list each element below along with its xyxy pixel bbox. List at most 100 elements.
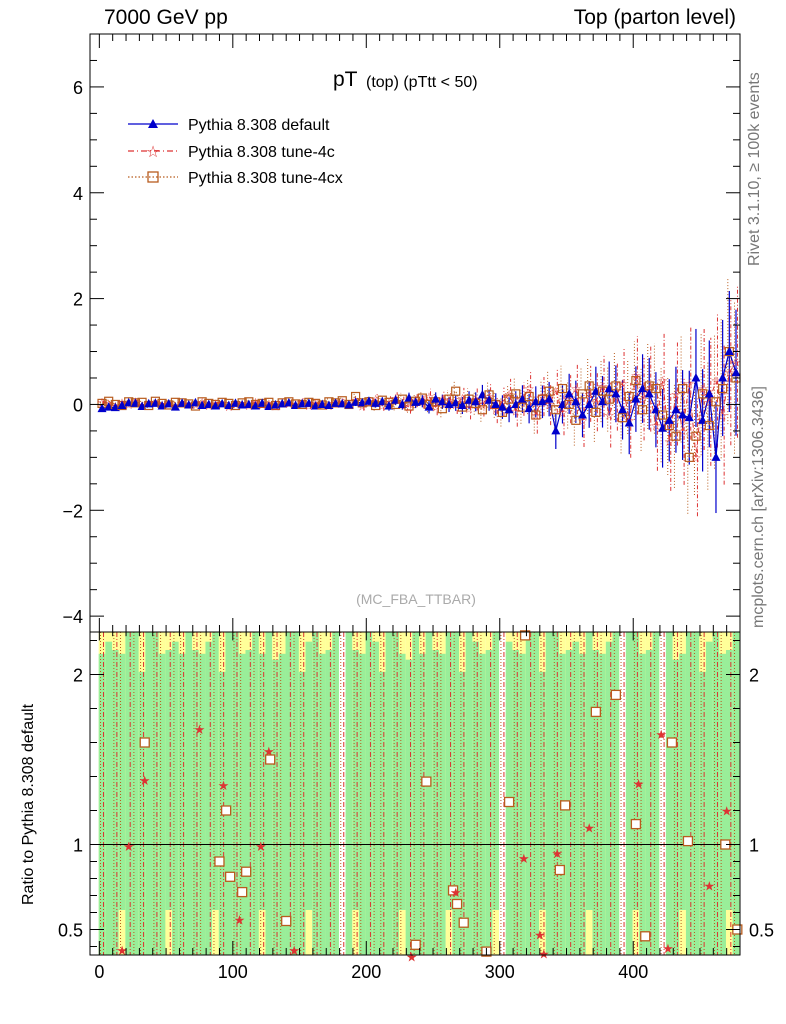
point-tune4c: ☆ [637, 393, 648, 407]
ratio-band-inner [605, 641, 613, 955]
point-tune4c: ☆ [530, 409, 541, 423]
point-default [684, 412, 694, 422]
ratio-point-tune4c: ★ [406, 950, 418, 965]
ratio-band-inner [685, 632, 693, 955]
ratio-band-inner [165, 650, 173, 910]
point-tune4c: ☆ [404, 401, 415, 415]
ratio-band-inner [278, 653, 286, 955]
ratio-band-inner [352, 650, 359, 910]
point-default [718, 372, 728, 382]
ratio-point-tune4cx [610, 689, 622, 701]
point-tune4cx [617, 413, 628, 423]
point-default [711, 452, 721, 461]
ratio-band-inner [252, 632, 259, 955]
point-tune4cx [524, 391, 534, 402]
ratio-point-tune4cx [237, 886, 248, 898]
point-tune4cx [637, 405, 648, 415]
ratio-band-inner [345, 632, 353, 955]
point-tune4c: ☆ [510, 404, 521, 418]
point-tune4c: ☆ [657, 374, 668, 388]
point-tune4cx [517, 402, 528, 412]
legend-marker-default [148, 119, 158, 128]
rivet-version-label: Rivet 3.1.10, ≥ 100k events [746, 72, 763, 266]
point-default [344, 399, 354, 409]
point-tune4c: ☆ [584, 387, 595, 401]
ratio-point-tune4c: ★ [139, 773, 151, 788]
point-tune4c: ☆ [544, 398, 555, 412]
ratio-band-inner [492, 632, 500, 910]
ratio-y-tick-label-left: 1 [73, 836, 83, 856]
point-tune4c: ☆ [457, 392, 468, 406]
ratio-band-inner [292, 632, 299, 955]
point-tune4c: ☆ [570, 382, 581, 396]
ratio-point-tune4c: ★ [194, 722, 206, 737]
ratio-band-inner [172, 641, 179, 955]
point-default [644, 388, 654, 398]
legend-label-tune4cx: Pythia 8.308 tune-4cx [188, 170, 343, 187]
ratio-point-tune4cx [410, 939, 421, 950]
point-default [671, 404, 681, 414]
point-default [664, 415, 674, 424]
ratio-band-inner [425, 632, 433, 955]
ratio-band-inner [732, 632, 740, 955]
point-tune4c: ☆ [724, 366, 735, 380]
point-tune4cx [531, 410, 541, 420]
ratio-point-tune4cx [265, 754, 276, 765]
point-tune4cx [571, 415, 581, 425]
plot-subtitle: (top) (pTtt < 50) [366, 74, 478, 91]
ratio-point-tune4cx [451, 898, 463, 910]
ratio-band-inner [372, 641, 379, 955]
point-tune4c: ☆ [504, 387, 515, 401]
plot-text: pT (top) (pTtt < 50) (MC_FBA_TTBAR) [333, 68, 478, 607]
ratio-band-inner [432, 650, 440, 955]
point-default [524, 403, 534, 413]
ratio-band-inner [459, 671, 466, 955]
x-tick-label: 300 [485, 962, 515, 982]
ratio-band-inner [238, 653, 246, 955]
point-tune4c: ☆ [477, 398, 488, 412]
point-tune4cx [691, 431, 701, 441]
point-tune4c: ☆ [651, 419, 662, 433]
ratio-band-inner [672, 659, 680, 955]
ratio-band-inner [398, 653, 406, 910]
ratio-band-inner [679, 653, 686, 910]
point-tune4c: ☆ [631, 369, 642, 383]
ratio-point-tune4cx [281, 915, 292, 927]
ratio-y-tick-label-right: 0.5 [749, 921, 774, 941]
ratio-point-tune4cx [220, 805, 232, 816]
point-tune4cx [698, 389, 708, 399]
point-default [691, 372, 701, 382]
point-tune4c: ☆ [577, 414, 588, 428]
point-default [431, 394, 441, 403]
point-tune4cx [711, 397, 721, 407]
ratio-point-tune4cx [590, 706, 602, 718]
point-default [444, 399, 454, 408]
x-tick-label: 200 [351, 962, 381, 982]
ratio-point-tune4c: ★ [655, 727, 667, 742]
ratio-band-inner [392, 632, 399, 955]
point-default [678, 410, 688, 419]
ratio-point-tune4c: ★ [534, 928, 546, 943]
ratio-band-inner [212, 632, 219, 910]
point-tune4cx [477, 405, 488, 415]
point-default [724, 346, 734, 356]
header-right-title: Top (parton level) [573, 6, 736, 29]
legend-label-default: Pythia 8.308 default [188, 117, 330, 134]
point-default [618, 404, 628, 414]
ratio-band-inner [118, 653, 126, 910]
ratio-point-tune4c: ★ [551, 846, 563, 861]
point-tune4c: ☆ [711, 374, 722, 388]
ratio-band-inner [112, 650, 119, 955]
point-tune4cx [684, 452, 694, 462]
ratio-band-inner [412, 632, 420, 955]
point-tune4c: ☆ [490, 403, 501, 417]
ratio-band-inner [519, 653, 526, 955]
point-default [571, 396, 581, 406]
ratio-point-tune4cx [640, 931, 651, 942]
point-tune4c: ☆ [597, 379, 608, 393]
ratio-band-inner [465, 632, 473, 955]
ratio-band-inner [512, 650, 520, 955]
ratio-band-inner [152, 632, 159, 955]
ratio-point-tune4cx [666, 737, 678, 748]
